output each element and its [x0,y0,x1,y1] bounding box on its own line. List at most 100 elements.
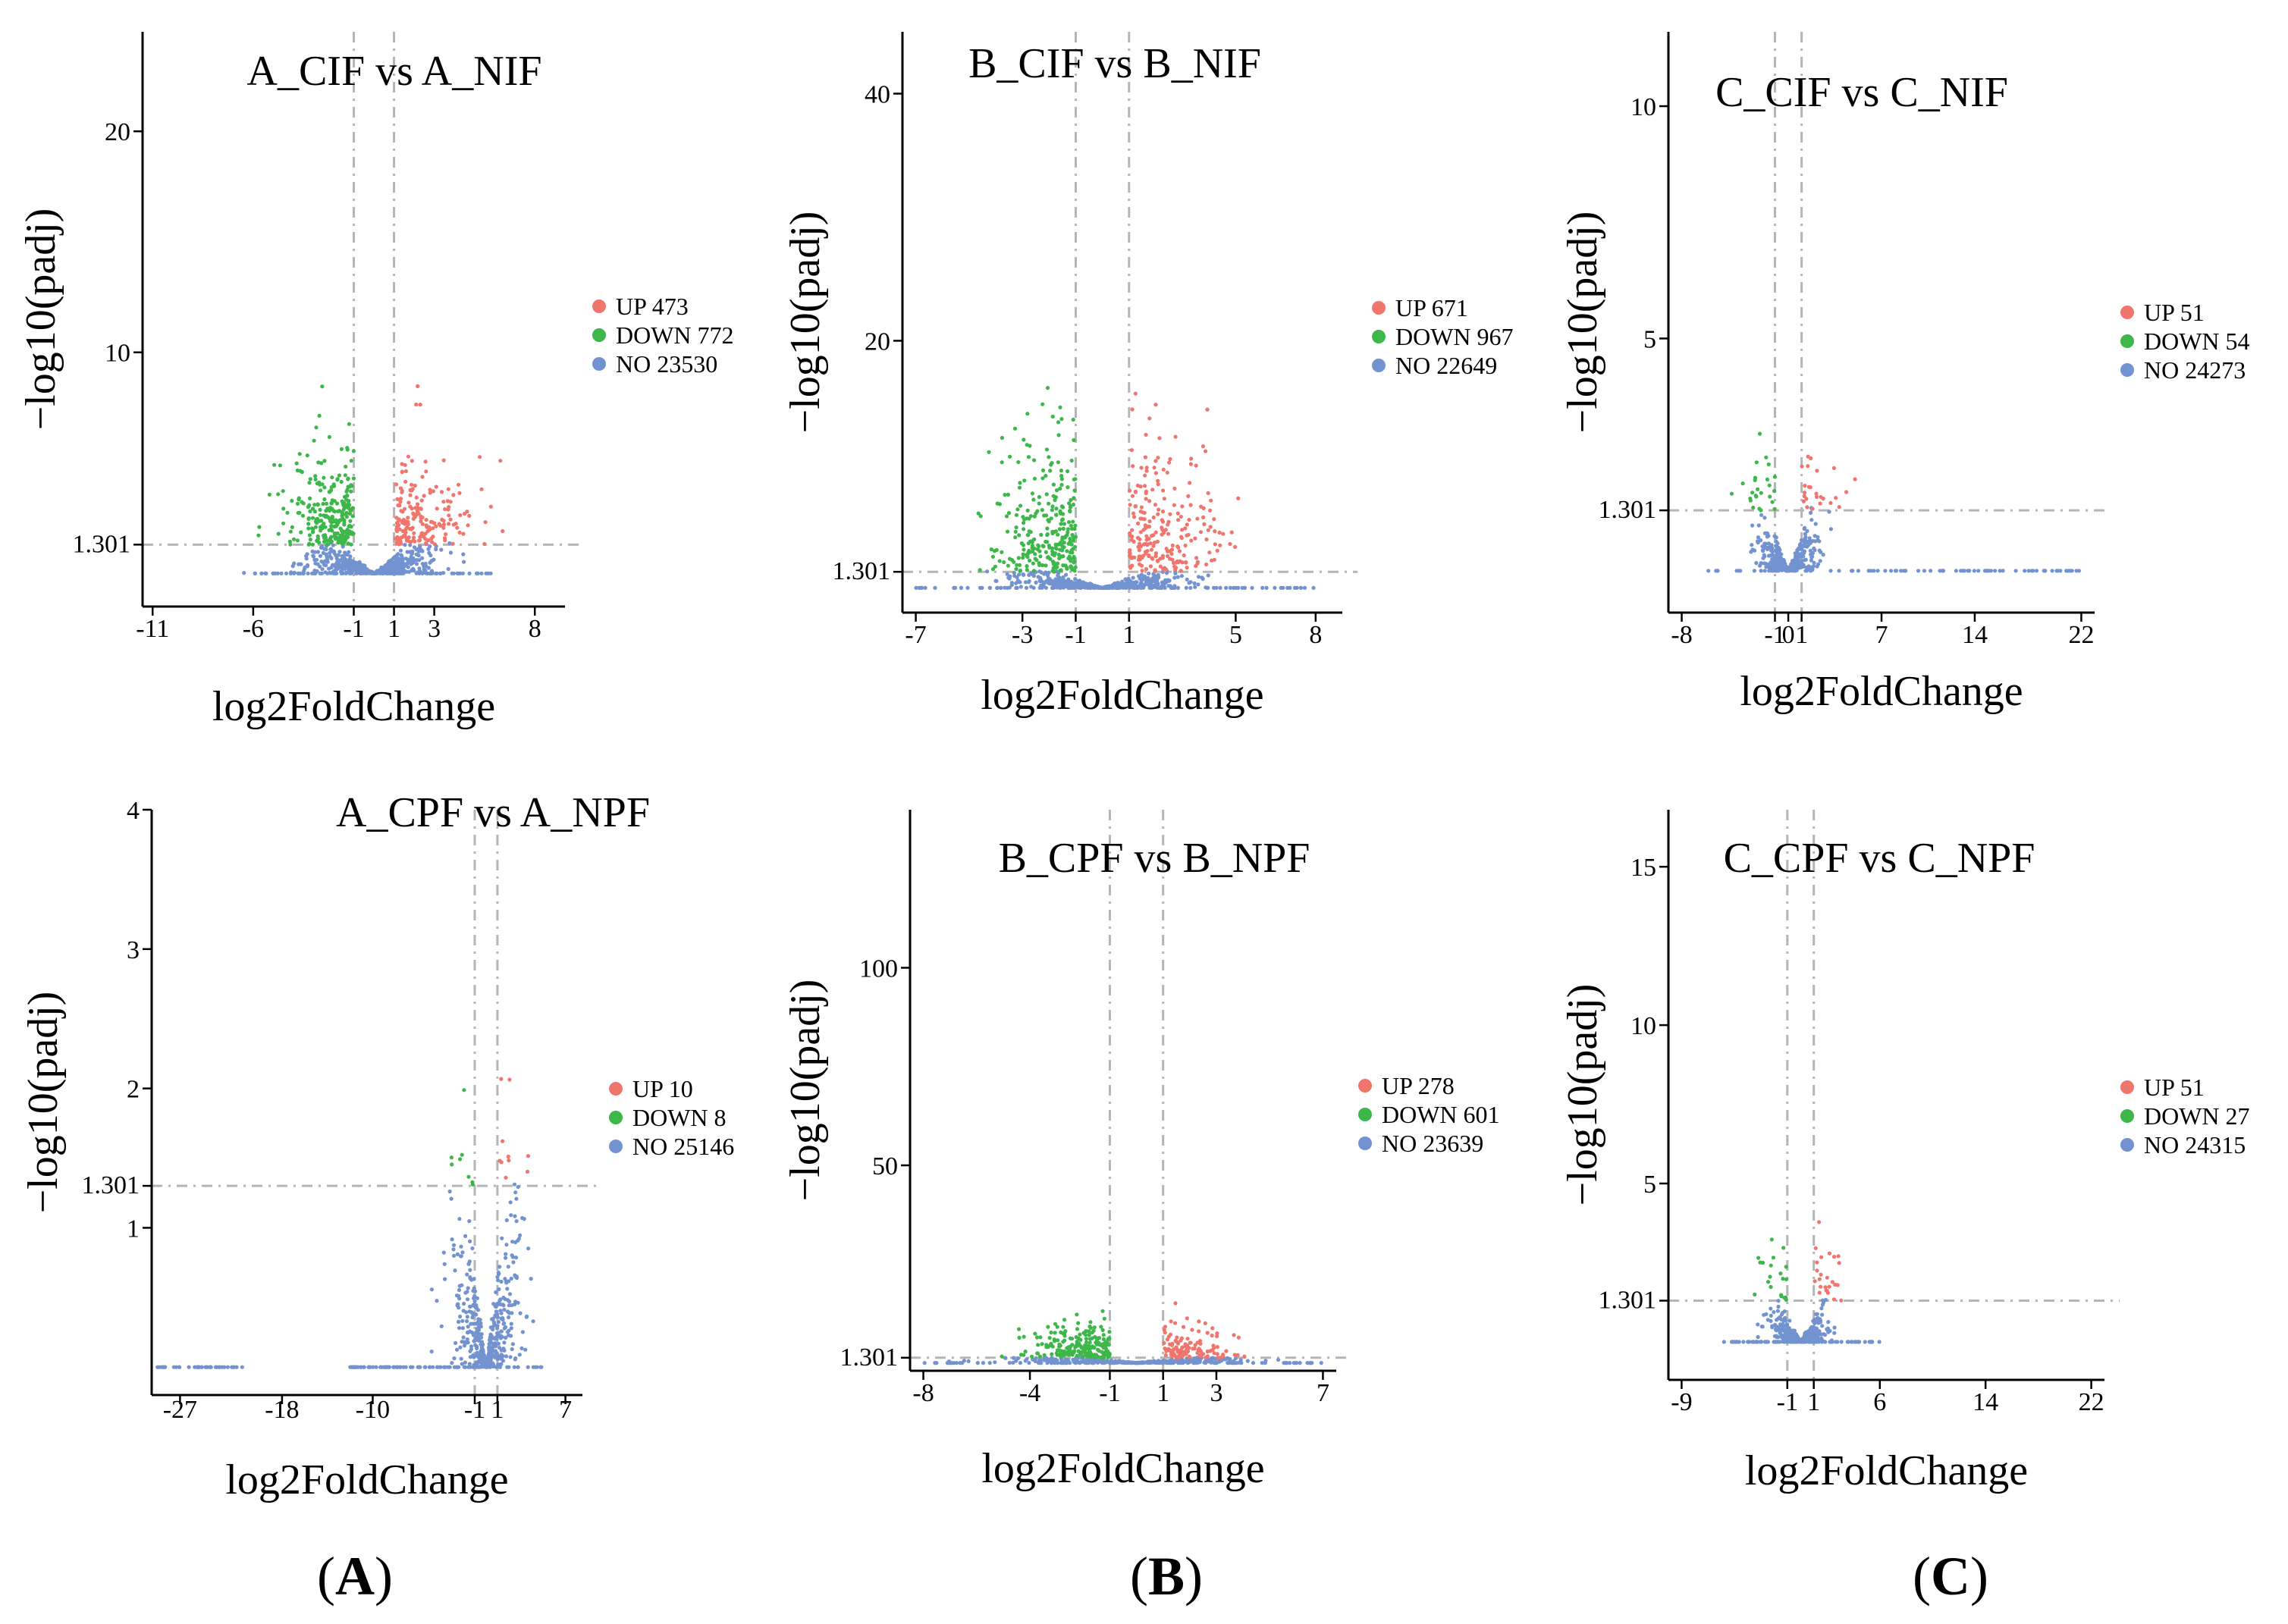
point-no [403,543,407,547]
point-down [328,506,333,510]
point-down [1049,462,1053,467]
point-down [307,481,312,485]
point-down [338,533,343,538]
point-no [504,1335,508,1340]
point-down [1058,547,1062,552]
point-no [1808,1333,1813,1337]
point-up [1831,1297,1836,1302]
point-up [411,535,416,540]
point-up [1175,1340,1179,1344]
point-down [329,485,334,490]
point-down [329,540,334,545]
point-down [1748,496,1753,501]
point-up [483,520,488,525]
point-no [494,1365,498,1369]
point-up [445,499,450,503]
point-no [1792,1328,1797,1333]
point-up [501,1139,505,1143]
point-no [495,1326,500,1331]
point-up [1203,1321,1207,1325]
point-no [995,585,1000,591]
point-up [424,523,428,528]
point-up [1144,534,1149,538]
point-down [1759,491,1763,495]
point-no [431,1365,435,1369]
point-no [497,1265,502,1269]
point-no [474,1306,479,1310]
point-no [914,585,918,591]
point-down [1083,1343,1088,1348]
point-no [1752,1340,1756,1344]
point-down [306,522,311,526]
point-no [1097,1359,1102,1364]
point-no [479,1325,483,1329]
point-no [290,564,295,569]
point-up [477,455,482,459]
point-no [1234,1361,1238,1365]
point-no [1078,1361,1082,1365]
point-up [1187,518,1191,522]
point-no [505,1287,510,1291]
point-no [1769,560,1773,565]
point-no [1805,528,1809,534]
point-no [405,550,410,554]
point-up [428,488,432,492]
point-up [1135,521,1141,526]
point-no [1828,527,1833,531]
point-no [1131,575,1135,580]
point-no [1319,1361,1323,1365]
point-down [319,488,323,493]
y-threshold-label: 1.301 [1599,1287,1657,1315]
point-down [1045,386,1050,390]
point-down [300,513,306,518]
point-no [1813,1340,1818,1344]
point-down [339,479,344,484]
point-no [509,1213,513,1218]
point-no [1916,569,1921,573]
point-down [1781,1277,1785,1281]
legend-entry-down: DOWN 54 [2144,328,2250,355]
point-no [1130,582,1135,587]
point-up [1148,541,1153,546]
point-up [410,525,415,530]
point-up [1215,1352,1219,1356]
point-no [1115,585,1119,591]
point-up [1189,538,1194,543]
point-down [1066,527,1070,531]
point-down [1021,515,1025,519]
point-up [1138,484,1143,489]
x-tick-label: -18 [265,1396,299,1424]
point-no [1139,585,1144,591]
point-no [465,1315,469,1319]
legend-marker-down [2120,1109,2134,1123]
point-down [1051,482,1056,487]
point-down [1016,459,1021,465]
point-no [463,1360,468,1365]
point-no [1239,1361,1244,1365]
point-no [499,1279,504,1284]
point-down [295,468,300,473]
point-down [1056,1338,1060,1343]
point-no [508,1355,513,1359]
point-no [1810,554,1815,559]
point-up [412,531,416,535]
point-up [1158,564,1163,569]
point-down [1003,493,1007,497]
point-no [462,1301,466,1306]
y-tick-label: 50 [872,1152,898,1180]
point-no [482,1353,487,1358]
point-no [493,1313,497,1318]
point-no [1787,1333,1791,1337]
point-down [1006,563,1010,568]
point-down [330,498,334,503]
point-no [488,1357,493,1362]
point-down [1018,481,1022,485]
point-down [312,438,316,443]
point-up [1197,1329,1201,1334]
point-up [1212,1351,1216,1356]
point-no [429,1287,435,1292]
x-tick-label: 8 [529,615,541,643]
legend-marker-up [609,1082,623,1096]
